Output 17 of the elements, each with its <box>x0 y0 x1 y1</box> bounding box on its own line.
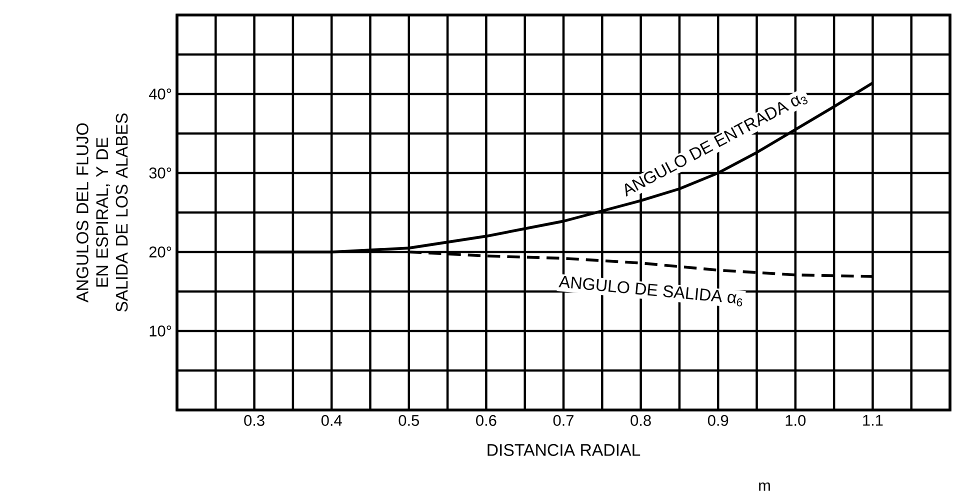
y-tick-label: 10° <box>150 326 172 336</box>
x-tick-label: 0.6 <box>476 414 496 426</box>
text: m <box>759 482 770 491</box>
x-tick-label: 0.8 <box>630 414 651 426</box>
x-axis-title: DISTANCIA RADIAL <box>488 444 640 456</box>
x-tick-label: 0.3 <box>244 414 264 426</box>
x-tick-label: 0.7 <box>553 414 574 426</box>
text: ANGULO DE SALIDA α$_{6}$ <box>558 276 742 306</box>
x-tick-label: 0.9 <box>708 414 728 426</box>
x-tick-label: 0.4 <box>321 414 342 426</box>
x-tick-label: 1.0 <box>786 414 806 426</box>
y-tick-label: 20° <box>149 246 172 258</box>
y-tick-label: 30° <box>149 168 172 178</box>
y-tick-label: 40° <box>149 88 172 100</box>
x-tick-label: 1.1 <box>863 414 883 426</box>
y-axis-title: ANGULOS DEL FLUJO EN ESPIRAL, Y DE SALIDA DE LOS ALABES <box>76 113 128 312</box>
x-tick-label: 0.5 <box>398 414 419 426</box>
